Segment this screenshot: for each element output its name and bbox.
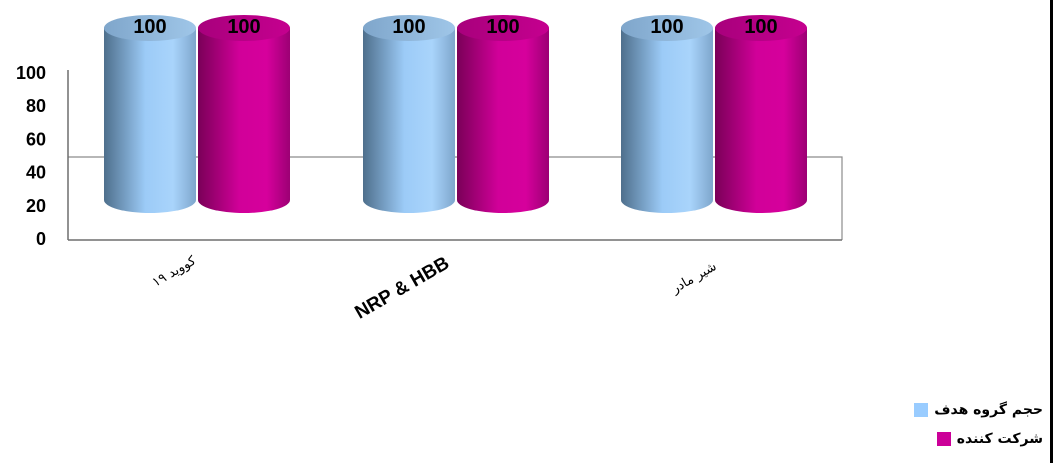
data-label: 100 xyxy=(486,16,519,38)
bar-body xyxy=(457,28,549,213)
legend-item-participants: شرکت کننده xyxy=(914,431,1043,447)
bar-body xyxy=(104,28,196,213)
bar-target xyxy=(621,15,713,213)
bar-participants xyxy=(715,15,807,213)
bar-body xyxy=(621,28,713,213)
bar-top xyxy=(198,15,290,41)
data-label: 100 xyxy=(744,16,777,38)
category-label: NRP & HBB xyxy=(351,253,453,324)
category-label: شیر مادر xyxy=(668,259,719,297)
y-tick-label: 0 xyxy=(36,229,46,249)
bar-top xyxy=(363,15,455,41)
back-wall-edge xyxy=(68,156,843,240)
y-tick-label: 100 xyxy=(16,63,46,83)
legend-swatch-magenta xyxy=(936,432,951,446)
data-label: 100 xyxy=(133,16,166,38)
y-tick-label: 60 xyxy=(26,129,46,149)
bar-body xyxy=(363,28,455,213)
bar-target xyxy=(104,15,196,213)
category-label: کووید ۱۹ xyxy=(150,253,200,290)
legend-item-target: حجم گروه هدف xyxy=(914,402,1043,418)
legend-label: شرکت کننده xyxy=(956,431,1043,447)
bar-top xyxy=(621,15,713,41)
bar-top xyxy=(457,15,549,41)
y-tick-label: 20 xyxy=(26,196,46,216)
bar-body xyxy=(715,28,807,213)
y-tick-label: 80 xyxy=(26,96,46,116)
bar-top xyxy=(715,15,807,41)
data-labels: 100 100 100 100 100 100 xyxy=(133,16,777,38)
bar-body xyxy=(198,28,290,213)
bar-target xyxy=(363,15,455,213)
legend-swatch-blue xyxy=(914,403,929,417)
y-tick-label: 40 xyxy=(26,163,46,183)
y-axis-ticks: 0 20 40 60 80 100 xyxy=(16,63,46,249)
right-border-line xyxy=(1050,0,1053,463)
legend-label: حجم گروه هدف xyxy=(934,402,1043,418)
legend: حجم گروه هدف شرکت کننده xyxy=(914,402,1043,460)
data-label: 100 xyxy=(650,16,683,38)
bar-participants xyxy=(457,15,549,213)
bar-participants xyxy=(198,15,290,213)
category-labels: کووید ۱۹ NRP & HBB شیر مادر xyxy=(150,253,719,324)
bar-top xyxy=(104,15,196,41)
data-label: 100 xyxy=(392,16,425,38)
data-label: 100 xyxy=(227,16,260,38)
bars-group xyxy=(104,15,807,213)
